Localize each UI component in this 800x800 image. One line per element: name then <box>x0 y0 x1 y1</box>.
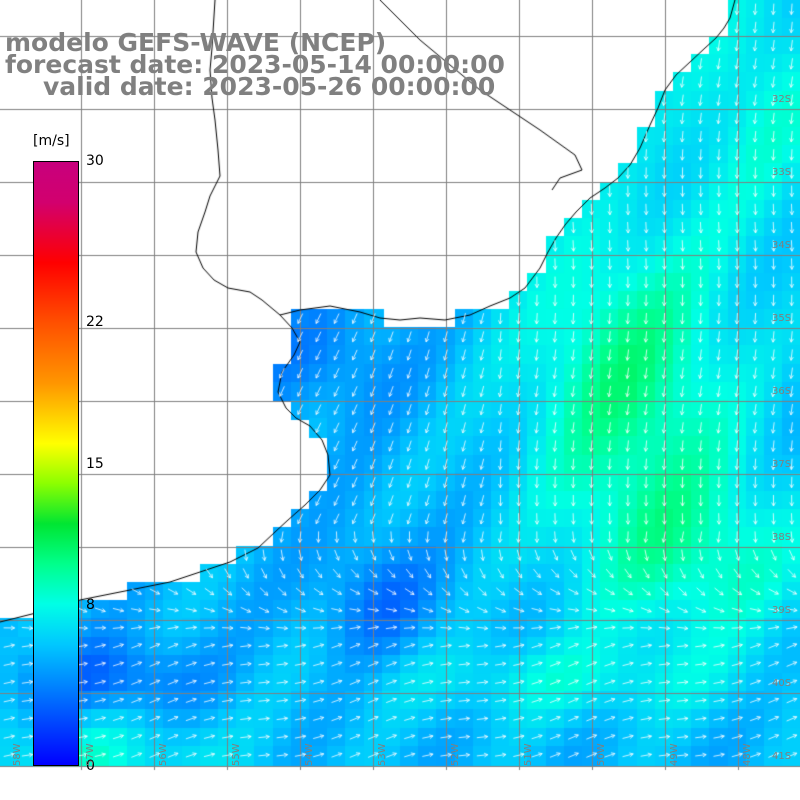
latitude-label: 41S <box>772 751 792 762</box>
latitude-label: 36S <box>772 386 792 397</box>
latitude-label: 39S <box>772 605 792 616</box>
latitude-label: 40S <box>772 678 792 689</box>
longitude-label: 49W <box>669 743 680 766</box>
latitude-label: 33S <box>772 167 792 178</box>
colorbar-tick-label: 15 <box>86 455 104 472</box>
longitude-label: 58W <box>12 743 23 766</box>
colorbar-tick-label: 30 <box>86 153 104 169</box>
longitude-label: 51W <box>523 743 534 766</box>
longitude-label: 54W <box>304 743 315 766</box>
title-model: modelo GEFS-WAVE (NCEP) <box>5 28 387 57</box>
colorbar-tick-label: 22 <box>86 314 104 331</box>
latitude-label: 38S <box>772 532 792 543</box>
title-valid-date: valid date: 2023-05-26 00:00:00 <box>43 72 496 101</box>
longitude-label: 57W <box>85 743 96 766</box>
title-forecast-date: forecast date: 2023-05-14 00:00:00 <box>5 50 505 79</box>
latitude-label: 34S <box>772 240 792 251</box>
latitude-label: 37S <box>772 459 792 470</box>
latitude-label: 32S <box>772 94 792 105</box>
colorbar-tick-label: 0 <box>86 758 95 774</box>
colorbar <box>33 161 79 766</box>
longitude-label: 48W <box>742 743 753 766</box>
longitude-label: 50W <box>596 743 607 766</box>
colorbar-tick-label: 8 <box>86 596 95 613</box>
longitude-label: 55W <box>231 743 242 766</box>
longitude-label: 56W <box>158 743 169 766</box>
longitude-label: 53W <box>377 743 388 766</box>
longitude-label: 52W <box>450 743 461 766</box>
colorbar-units: [m/s] <box>33 133 70 149</box>
latitude-label: 35S <box>772 313 792 324</box>
